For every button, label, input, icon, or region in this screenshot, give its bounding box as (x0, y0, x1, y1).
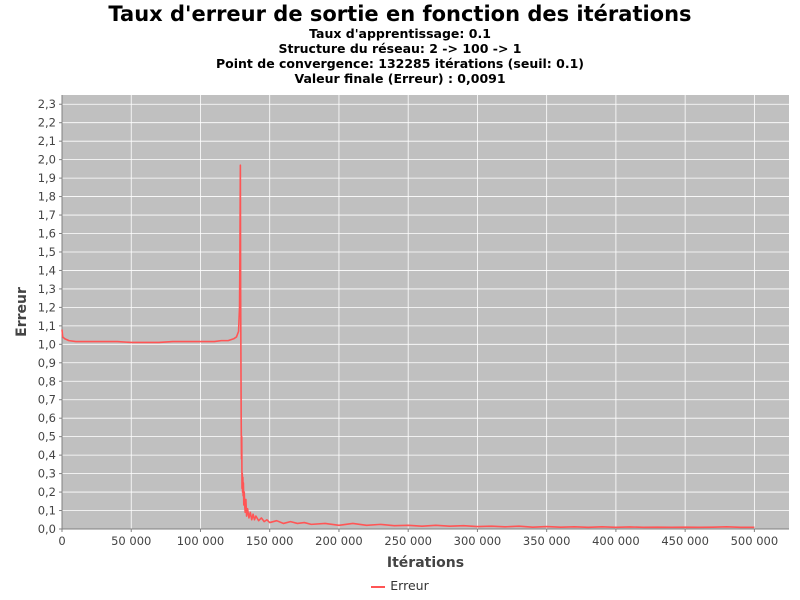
y-tick-label: 1,7 (38, 208, 56, 222)
y-tick-label: 0,2 (38, 485, 56, 499)
y-tick-label: 1,3 (38, 282, 56, 296)
x-tick-label: 200 000 (315, 534, 363, 548)
series-line-erreur (61, 164, 755, 529)
y-tick-label: 0,6 (38, 411, 56, 425)
y-tick-label: 0,0 (38, 522, 56, 536)
legend-swatch-erreur (371, 585, 386, 588)
grid-lines (61, 95, 789, 530)
y-tick-label: 1,5 (38, 245, 56, 259)
x-tick-label: 50 000 (111, 534, 151, 548)
x-tick-label: 350 000 (523, 534, 571, 548)
y-tick-label: 0,9 (38, 356, 56, 370)
x-tick-label: 300 000 (454, 534, 502, 548)
y-axis: 0,0 0,1 0,2 0,3 0,4 0,5 0,6 0,7 0,8 0,9 1,0 1,1 1,2 1… (38, 95, 63, 536)
y-tick-label: 1,2 (38, 300, 56, 314)
x-tick-label: 150 000 (246, 534, 294, 548)
x-axis: 0 50 000 100 000 150 000 200 000 250 000 300 0… (58, 528, 789, 548)
y-tick-label: 2,2 (38, 116, 56, 130)
series-layer (61, 164, 755, 529)
legend: Erreur (0, 578, 800, 593)
x-tick-label: 100 000 (177, 534, 225, 548)
legend-label-erreur: Erreur (390, 578, 429, 593)
y-tick-label: 0,3 (38, 467, 56, 481)
y-tick-label: 2,3 (38, 97, 56, 111)
x-tick-label: 0 (58, 534, 65, 548)
chart-title: Taux d'erreur de sortie en fonction des … (108, 2, 692, 26)
y-tick-label: 0,4 (38, 448, 56, 462)
y-tick-label: 2,0 (38, 153, 56, 167)
plot-area (62, 95, 789, 529)
y-tick-label: 1,8 (38, 190, 56, 204)
subtitle-final-value: Valeur finale (Erreur) : 0,0091 (294, 71, 506, 86)
y-axis-label: Erreur (14, 287, 30, 337)
y-tick-label: 0,7 (38, 393, 56, 407)
subtitle-learning-rate: Taux d'apprentissage: 0.1 (309, 26, 491, 41)
y-tick-label: 1,1 (38, 319, 56, 333)
y-tick-label: 1,9 (38, 171, 56, 185)
y-tick-label: 1,4 (38, 263, 56, 277)
x-tick-label: 500 000 (731, 534, 779, 548)
y-tick-label: 0,1 (38, 504, 56, 518)
x-tick-label: 450 000 (661, 534, 709, 548)
x-tick-label: 400 000 (592, 534, 640, 548)
y-tick-label: 0,5 (38, 430, 56, 444)
subtitle-convergence-point: Point de convergence: 132285 itérations … (215, 56, 584, 71)
y-tick-label: 2,1 (38, 134, 56, 148)
x-axis-label: Itérations (387, 555, 464, 571)
y-tick-label: 1,0 (38, 337, 56, 351)
x-tick-label: 250 000 (384, 534, 432, 548)
y-tick-label: 0,8 (38, 374, 56, 388)
y-tick-label: 1,6 (38, 227, 56, 241)
subtitle-network-structure: Structure du réseau: 2 -> 100 -> 1 (278, 41, 522, 56)
